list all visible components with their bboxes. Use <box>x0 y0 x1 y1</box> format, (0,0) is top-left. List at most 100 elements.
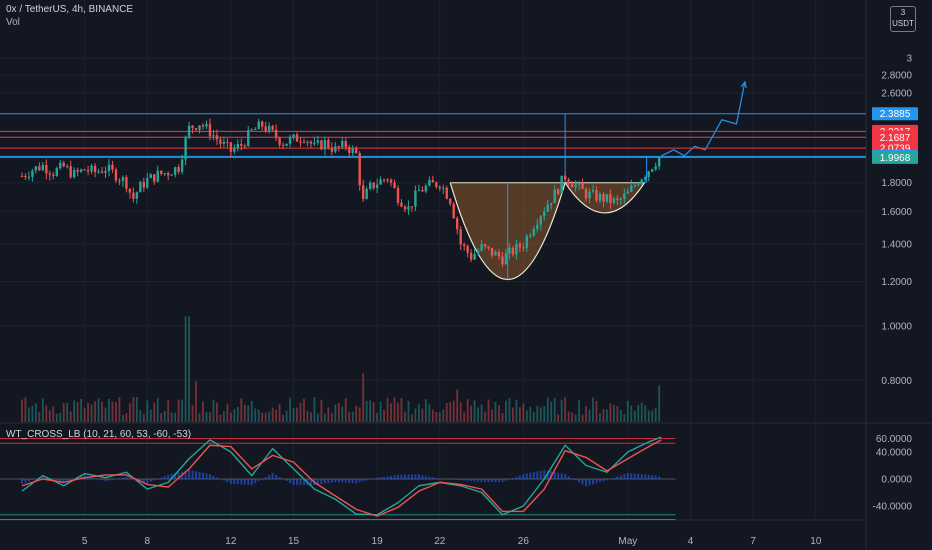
wt-histogram-bar <box>174 473 177 479</box>
candle-body <box>240 144 243 146</box>
wt-histogram-bar <box>250 479 253 486</box>
candle-body <box>556 189 560 194</box>
candle-body <box>288 137 292 144</box>
volume-bar <box>574 414 577 422</box>
candle-body <box>31 170 34 177</box>
candle-body <box>588 191 591 199</box>
volume-bar <box>219 414 222 422</box>
wt-histogram-bar <box>306 479 309 486</box>
wt-histogram-bar <box>369 479 372 480</box>
candle-body <box>146 178 149 188</box>
wt-histogram-bar <box>598 479 601 483</box>
wt-histogram-bar <box>254 479 257 484</box>
volume-bar <box>428 404 431 422</box>
candle-body <box>393 182 396 189</box>
wt-histogram-bar <box>125 476 128 479</box>
candle-body <box>299 141 302 143</box>
candle-body <box>623 193 626 199</box>
candle-body <box>389 179 393 183</box>
volume-bar <box>494 401 497 422</box>
currency-top-value: 3 <box>900 8 906 17</box>
candle-body <box>462 244 466 246</box>
volume-bar <box>609 403 612 422</box>
candle-body <box>612 198 616 203</box>
candle-body <box>163 173 166 175</box>
candle-body <box>438 186 441 189</box>
candle-body <box>640 179 643 185</box>
wt-histogram-bar <box>344 479 347 483</box>
price-tick-label: 1.8000 <box>881 178 912 189</box>
volume-bar <box>94 401 96 422</box>
volume-bar <box>623 414 626 422</box>
volume-bar <box>372 402 375 422</box>
wt-histogram-bar <box>202 472 205 479</box>
wt-histogram-bar <box>497 479 500 483</box>
candle-body <box>79 169 83 172</box>
volume-bar <box>170 412 173 422</box>
candle-body <box>201 125 205 127</box>
time-tick-label: 8 <box>145 536 151 547</box>
candle-body <box>445 187 448 199</box>
volume-bar <box>397 402 399 422</box>
wt-histogram-bar <box>372 478 375 480</box>
wt-histogram-bar <box>407 474 410 479</box>
volume-bar <box>459 402 462 422</box>
candle-body <box>382 179 386 181</box>
wt-histogram-bar <box>268 474 271 479</box>
volume-bar <box>581 414 584 422</box>
candle-body <box>560 175 563 194</box>
volume-bar <box>41 398 44 422</box>
volume-bar <box>174 412 177 422</box>
volume-bar <box>320 399 323 422</box>
volume-bar <box>404 411 406 422</box>
wt-histogram-bar <box>515 476 518 479</box>
candle-body <box>55 168 58 176</box>
wt-histogram-bar <box>546 470 549 479</box>
candle-body <box>630 185 633 192</box>
volume-bar <box>135 396 138 422</box>
candle-body <box>111 164 114 170</box>
candle-body <box>52 174 55 176</box>
wt-histogram-bar <box>219 479 222 480</box>
candle-body <box>156 170 159 182</box>
candle-body <box>208 123 212 137</box>
level-badge <box>872 107 918 121</box>
volume-bar <box>271 407 274 422</box>
candle-body <box>456 218 459 230</box>
volume-bar <box>630 405 633 422</box>
volume-bar <box>115 401 117 422</box>
wt-histogram-bar <box>80 476 83 479</box>
wt-histogram-bar <box>101 479 104 481</box>
wt-histogram-bar <box>62 479 65 483</box>
candle-body <box>358 153 361 186</box>
volume-bar <box>351 411 354 422</box>
wt-histogram-bar <box>595 479 598 484</box>
wt-histogram-bar <box>247 479 250 485</box>
candle-body <box>598 193 602 201</box>
candle-body <box>654 166 657 170</box>
volume-bar <box>452 400 455 422</box>
wt-histogram-bar <box>128 477 131 479</box>
wt-histogram-bar <box>616 476 619 479</box>
candle-body <box>69 166 72 178</box>
volume-bar <box>317 413 319 422</box>
candle-body <box>563 175 567 180</box>
wt-histogram-bar <box>588 479 591 486</box>
volume-bar <box>376 413 379 422</box>
candle-body <box>59 162 62 169</box>
candle-body <box>180 159 184 172</box>
volume-bar <box>80 398 83 422</box>
wt-histogram-bar <box>135 479 138 480</box>
candle-body <box>574 184 577 188</box>
handle-fill <box>565 182 645 213</box>
candle-body <box>198 125 201 130</box>
wt-histogram-bar <box>487 479 490 483</box>
currency-badge[interactable]: 3 USDT <box>890 6 916 32</box>
wt-histogram-bar <box>31 479 34 480</box>
level-badge-label: 1.9968 <box>880 153 911 164</box>
candle-body <box>591 190 595 192</box>
wt-histogram-bar <box>654 475 657 479</box>
candle-body <box>27 176 31 178</box>
